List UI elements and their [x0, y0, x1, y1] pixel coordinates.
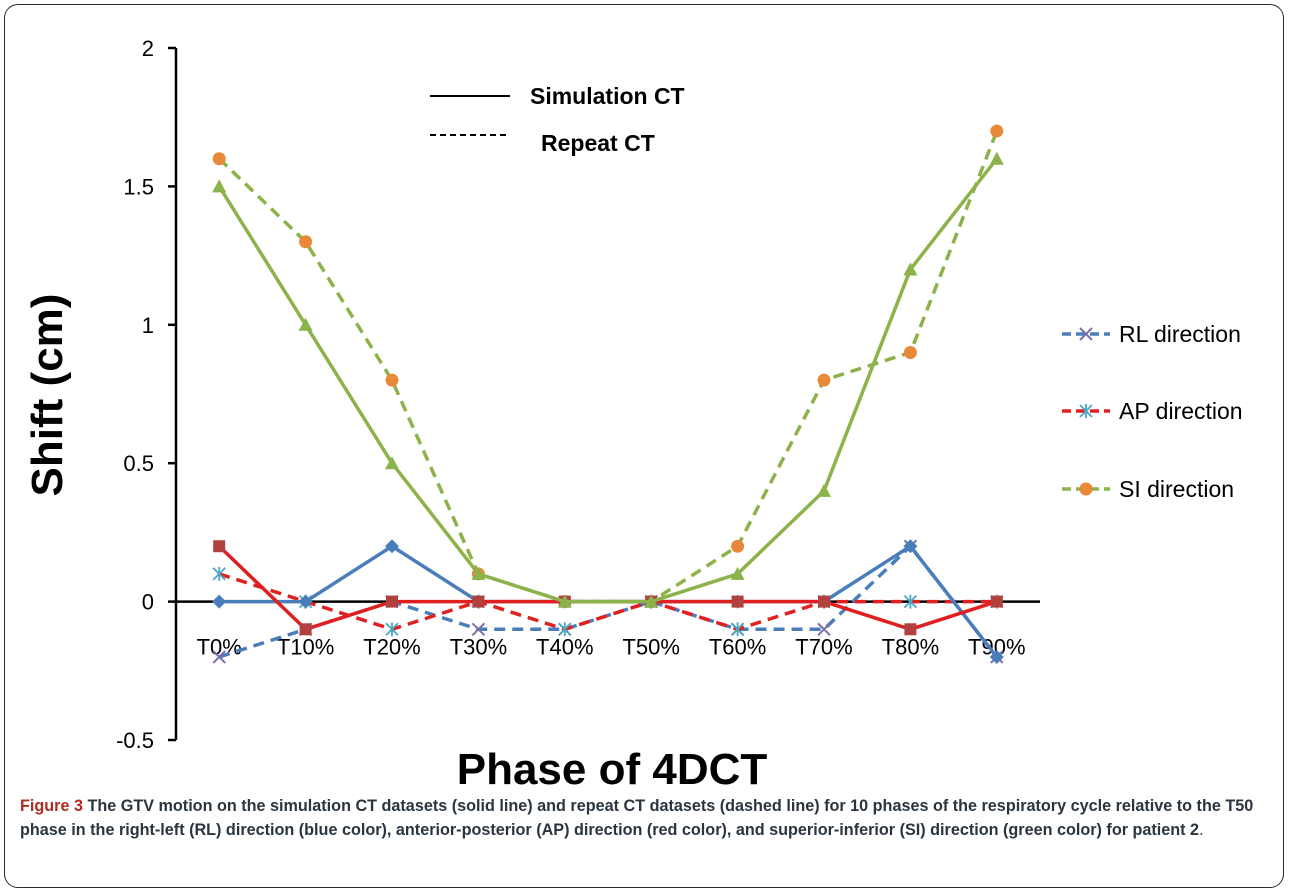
x-tick-label: T10% [277, 635, 334, 660]
figure-caption: Figure 3 The GTV motion on the simulatio… [20, 794, 1272, 842]
marker-square [472, 595, 485, 608]
x-tick-label: T70% [795, 635, 852, 660]
marker-square [731, 595, 744, 608]
x-tick-label: T50% [622, 635, 679, 660]
marker-circle [990, 124, 1004, 138]
x-tick-label: T40% [536, 635, 593, 660]
marker-triangle [385, 456, 399, 470]
marker-circle [299, 235, 313, 249]
marker-diamond [385, 539, 399, 554]
series-line [217, 130, 999, 604]
y-tick-label: 1 [142, 313, 154, 338]
series-repeat-si [212, 124, 1004, 609]
marker-asterisk [212, 566, 226, 581]
series-simulation-si [212, 151, 1004, 608]
solid-key-label: Simulation CT [530, 83, 685, 109]
marker-square [818, 595, 830, 608]
marker-x [212, 650, 226, 664]
legend-entry-rl: RL direction [1062, 321, 1241, 347]
marker-triangle [989, 151, 1004, 165]
marker-circle [903, 345, 917, 359]
marker-x [817, 622, 831, 636]
marker-triangle [644, 594, 659, 608]
line-style-key: Simulation CT Repeat CT [430, 83, 685, 156]
y-tick-label: 2 [142, 36, 154, 61]
y-tick-label: -0.5 [116, 728, 154, 753]
marker-triangle [557, 594, 572, 608]
dashed-key-label: Repeat CT [541, 130, 655, 156]
series-layer [212, 124, 1004, 664]
marker-circle [731, 539, 745, 553]
marker-square [213, 540, 226, 553]
marker-asterisk [730, 622, 745, 637]
marker-diamond [298, 594, 313, 609]
x-tick-label: T20% [363, 635, 420, 660]
marker-diamond [903, 539, 918, 554]
legend-label: SI direction [1119, 476, 1234, 502]
y-axis-title: Shift (cm) [23, 294, 72, 497]
caption-figure-number: Figure 3 [20, 797, 83, 815]
marker-circle [385, 373, 399, 387]
y-tick-label: 0.5 [123, 451, 154, 476]
x-tick-label: T30% [450, 635, 507, 660]
legend: RL direction AP direction SI direction [1062, 321, 1243, 502]
marker-square [904, 623, 917, 636]
legend-entry-ap: AP direction [1062, 398, 1243, 424]
marker-square [386, 595, 398, 608]
y-tick-label: 0 [142, 590, 154, 615]
legend-label: RL direction [1119, 321, 1241, 347]
marker-x [471, 622, 486, 636]
x-axis-title: Phase of 4DCT [457, 745, 768, 794]
marker-asterisk [558, 622, 572, 637]
marker-circle [212, 152, 226, 166]
marker-triangle [471, 566, 486, 580]
legend-entry-si: SI direction [1062, 476, 1234, 502]
marker-asterisk [385, 622, 399, 637]
marker-triangle [817, 483, 831, 497]
marker-triangle [298, 317, 313, 331]
marker-asterisk [1079, 404, 1093, 418]
marker-triangle [730, 566, 745, 580]
marker-asterisk [903, 594, 918, 609]
figure-frame [4, 4, 1284, 888]
marker-triangle [212, 179, 227, 193]
marker-square [990, 595, 1003, 608]
series-simulation-ap [213, 540, 1003, 636]
x-tick-label: T80% [882, 635, 939, 660]
marker-square [299, 623, 312, 636]
marker-x [1079, 327, 1093, 341]
y-tick-label: 1.5 [123, 174, 154, 199]
marker-circle [817, 373, 831, 387]
marker-diamond [212, 594, 227, 609]
caption-text: The GTV motion on the simulation CT data… [20, 797, 1254, 839]
marker-circle [1079, 482, 1093, 496]
series-line [217, 157, 999, 604]
caption-end: . [1199, 821, 1204, 839]
x-tick-label: T60% [709, 635, 766, 660]
legend-label: AP direction [1119, 398, 1243, 424]
marker-diamond [989, 649, 1004, 664]
marker-triangle [903, 262, 918, 276]
